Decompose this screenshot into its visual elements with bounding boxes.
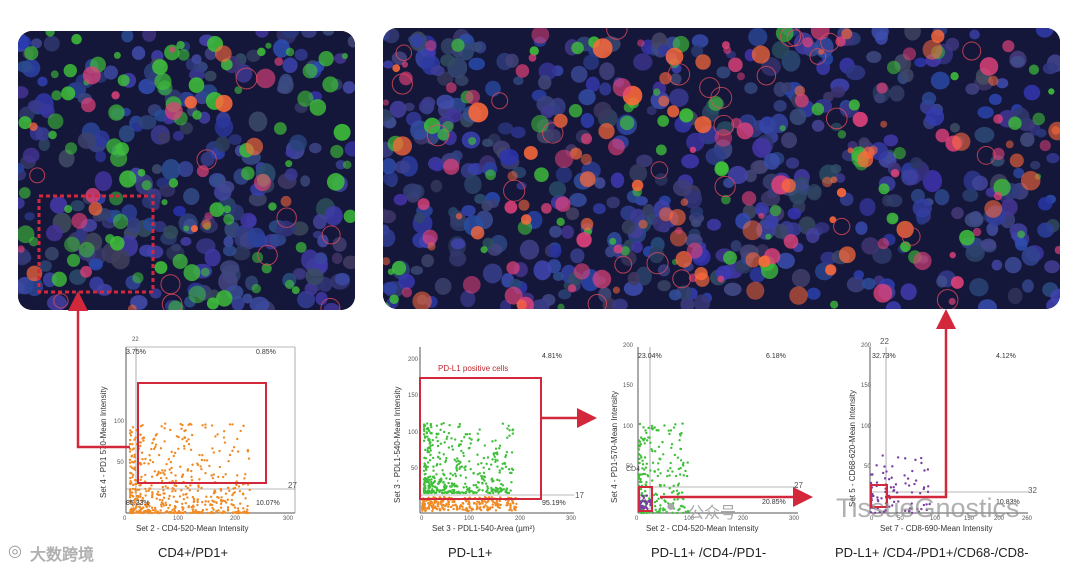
corner-right-value: 17 — [575, 491, 584, 500]
x-tick: 100 — [173, 516, 184, 522]
x-tick: 300 — [283, 516, 294, 522]
y-tick: 200 — [861, 343, 872, 349]
x-tick: 100 — [684, 516, 695, 522]
quadrant-pct-top-left: 23.04% — [638, 353, 662, 360]
x-tick: 0 — [123, 516, 127, 522]
x-axis-label: Set 2 - CD4-520-Mean Intensity — [646, 524, 759, 533]
corner-top-value: 22 — [880, 337, 889, 346]
y-tick: 100 — [114, 419, 125, 425]
cell-outline-layer — [29, 67, 341, 310]
quadrant-pct-bottom-right: 95.19% — [542, 500, 566, 507]
quadrant-pct-top-left: 3.75% — [126, 349, 146, 356]
watermark-wechat-icon: ● — [666, 498, 676, 515]
caption-pdl1-cd4-pd1-cd68-cd8: PD-L1+ /CD4-/PD1+/CD68-/CD8- — [835, 545, 1029, 560]
watermark-logo-icon: ◎ — [8, 543, 22, 560]
x-tick: 200 — [994, 516, 1005, 522]
quadrant-pct-top-right: 4.81% — [542, 353, 562, 360]
watermark-right-cn: 公众号 · — [688, 505, 746, 522]
x-tick: 100 — [930, 516, 941, 522]
x-tick: 200 — [515, 516, 526, 522]
corner-right-value: 27 — [794, 481, 803, 490]
gate-box — [638, 486, 653, 512]
quadrant-pct-bottom-right: 10.83% — [996, 499, 1020, 506]
y-tick: 100 — [623, 424, 634, 430]
y-tick: 200 — [408, 357, 419, 363]
quadrant-pct-bottom-right: 20.85% — [762, 499, 786, 506]
red-signal-layer — [18, 45, 292, 310]
y-tick: 150 — [408, 393, 419, 399]
x-tick: 150 — [964, 516, 975, 522]
x-axis-label: Set 2 - CD4-520-Mean Intensity — [136, 524, 249, 533]
watermark-left: 大数跨境 — [30, 547, 95, 564]
corner-right-value: 32 — [1028, 486, 1037, 495]
scatter-plot-pdl1-cd4-pd1-cd68-cd8: 22 32 32.73% 4.12% 10.83% 200 150 100 50… — [840, 335, 1040, 535]
y-tick: 100 — [408, 430, 419, 436]
microscopy-image-pdl1 — [383, 28, 1060, 309]
caption-cd4-pd1: CD4+/PD1+ — [158, 545, 229, 560]
red-signal-layer — [383, 28, 1060, 309]
y-tick: 50 — [626, 464, 633, 470]
x-tick: 200 — [230, 516, 241, 522]
x-tick: 50 — [897, 516, 904, 522]
cell-outline-layer — [391, 28, 996, 309]
x-tick: 200 — [738, 516, 749, 522]
x-tick: 0 — [635, 516, 639, 522]
scatter-points-purple — [638, 494, 652, 512]
arrow-plot4-to-image — [885, 309, 956, 499]
y-tick: 200 — [623, 343, 634, 349]
scatter-plot-pdl1-cd4-pd1: 23.04% 6.18% 20.85% 27 CD4 200 150 100 5… — [608, 335, 808, 535]
gate-label: PD-L1 positive cells — [438, 364, 509, 373]
y-tick: 50 — [411, 466, 418, 472]
x-tick: 300 — [566, 516, 577, 522]
x-axis-label: Set 7 - CD8-690-Mean Intensity — [880, 524, 993, 533]
gate-box — [419, 377, 542, 500]
gate-box — [137, 382, 267, 484]
y-tick: 150 — [623, 383, 634, 389]
arrow-plot1-to-image — [68, 291, 130, 449]
y-tick: 50 — [864, 464, 871, 470]
scatter-points-green — [422, 422, 515, 495]
quadrant-pct-top-right: 0.85% — [256, 349, 276, 356]
caption-pdl1-cd4-pd1: PD-L1+ /CD4-/PD1- — [651, 545, 767, 560]
scatter-points-orange — [128, 422, 251, 515]
y-tick: 50 — [117, 460, 124, 466]
y-tick: 100 — [861, 424, 872, 430]
y-tick: 150 — [861, 383, 872, 389]
quadrant-pct-top-left: 32.73% — [872, 353, 896, 360]
x-tick: 0 — [870, 516, 874, 522]
x-tick: 100 — [464, 516, 475, 522]
x-tick: 300 — [789, 516, 800, 522]
x-axis-label: Set 3 - PDL1-540-Area (µm²) — [432, 524, 535, 533]
quadrant-pct-bottom-right: 10.07% — [256, 500, 280, 507]
quadrant-pct-top-right: 6.18% — [766, 353, 786, 360]
quadrant-pct-bottom-left: 85.33% — [126, 500, 150, 507]
green-signal-layer — [18, 31, 355, 310]
scatter-plot-cd4-pd1: 22 27 3.75% 0.85% 85.33% 10.07% 100 50 0… — [90, 335, 305, 535]
caption-pdl1: PD-L1+ — [448, 545, 493, 560]
gate-text: CD4 — [626, 466, 641, 473]
quadrant-pct-top-right: 4.12% — [996, 353, 1016, 360]
x-tick: 0 — [420, 516, 424, 522]
zoom-region-box — [37, 194, 155, 294]
x-tick: 260 — [1022, 516, 1033, 522]
corner-right-value: 27 — [288, 481, 297, 490]
corner-top-value: 22 — [132, 337, 139, 343]
scatter-plot-pdl1: PD-L1 positive cells 4.81% 95.19% 17 200… — [392, 335, 584, 535]
